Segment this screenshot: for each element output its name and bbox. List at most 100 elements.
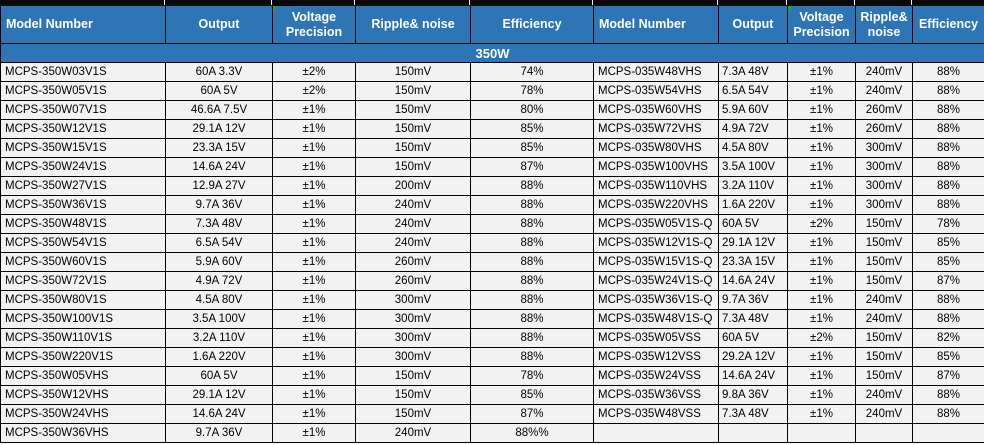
cell-voltage-precision[interactable]: ±1% <box>787 290 856 310</box>
cell-output[interactable]: 4.5A 80V <box>165 290 273 310</box>
cell-model-number[interactable]: MCPS-035W12V1S-Q <box>593 233 719 253</box>
cell-output[interactable]: 9.7A 36V <box>165 195 273 215</box>
right-col-header-model-number[interactable]: Model Number <box>593 5 719 44</box>
cell-model-number[interactable]: MCPS-350W03V1S <box>0 62 166 82</box>
cell-ripple-noise[interactable]: 150mV <box>355 404 471 424</box>
left-col-header-efficiency[interactable]: Efficiency <box>470 5 594 44</box>
cell-model-number[interactable]: MCPS-350W12VHS <box>0 385 166 405</box>
cell-voltage-precision[interactable]: ±1% <box>272 233 356 253</box>
cell-output[interactable]: 3.5A 100V <box>718 157 788 177</box>
cell-model-number[interactable]: MCPS-350W220V1S <box>0 347 166 367</box>
cell-voltage-precision[interactable]: ±1% <box>272 328 356 348</box>
cell-efficiency[interactable]: 88% <box>470 309 594 329</box>
cell-model-number[interactable] <box>593 423 719 443</box>
cell-voltage-precision[interactable]: ±1% <box>272 157 356 177</box>
cell-ripple-noise[interactable]: 150mV <box>855 271 913 291</box>
cell-voltage-precision[interactable]: ±2% <box>787 328 856 348</box>
cell-efficiency[interactable]: 88% <box>912 119 984 139</box>
cell-output[interactable]: 6.5A 54V <box>165 233 273 253</box>
cell-output[interactable]: 1.6A 220V <box>165 347 273 367</box>
cell-output[interactable]: 6.5A 54V <box>718 81 788 101</box>
right-col-header-output[interactable]: Output <box>718 5 788 44</box>
cell-output[interactable]: 9.7A 36V <box>165 423 273 443</box>
cell-efficiency[interactable]: 88% <box>912 404 984 424</box>
cell-model-number[interactable]: MCPS-350W24VHS <box>0 404 166 424</box>
cell-efficiency[interactable]: 88% <box>912 176 984 196</box>
cell-model-number[interactable]: MCPS-350W15V1S <box>0 138 166 158</box>
cell-voltage-precision[interactable]: ±1% <box>272 214 356 234</box>
cell-ripple-noise[interactable]: 240mV <box>855 385 913 405</box>
cell-ripple-noise[interactable]: 240mV <box>855 290 913 310</box>
cell-efficiency[interactable]: 85% <box>912 252 984 272</box>
cell-output[interactable]: 9.7A 36V <box>718 290 788 310</box>
cell-efficiency[interactable]: 74% <box>470 62 594 82</box>
cell-efficiency[interactable]: 88% <box>912 138 984 158</box>
left-col-header-ripple-noise[interactable]: Ripple& noise <box>355 5 471 44</box>
cell-voltage-precision[interactable]: ±2% <box>272 62 356 82</box>
cell-voltage-precision[interactable]: ±2% <box>272 81 356 101</box>
cell-output[interactable]: 4.9A 72V <box>165 271 273 291</box>
cell-model-number[interactable]: MCPS-035W05V1S-Q <box>593 214 719 234</box>
left-col-header-model-number[interactable]: Model Number <box>0 5 166 44</box>
cell-efficiency[interactable] <box>912 423 984 443</box>
cell-voltage-precision[interactable]: ±1% <box>787 195 856 215</box>
cell-voltage-precision[interactable]: ±1% <box>272 119 356 139</box>
cell-voltage-precision[interactable]: ±2% <box>787 214 856 234</box>
cell-ripple-noise[interactable]: 150mV <box>355 62 471 82</box>
cell-model-number[interactable]: MCPS-350W54V1S <box>0 233 166 253</box>
cell-ripple-noise[interactable]: 150mV <box>855 328 913 348</box>
cell-model-number[interactable]: MCPS-035W48VHS <box>593 62 719 82</box>
cell-efficiency[interactable]: 88% <box>470 176 594 196</box>
cell-model-number[interactable]: MCPS-035W36VSS <box>593 385 719 405</box>
cell-ripple-noise[interactable]: 150mV <box>855 214 913 234</box>
cell-output[interactable]: 4.5A 80V <box>718 138 788 158</box>
cell-efficiency[interactable]: 87% <box>470 157 594 177</box>
cell-voltage-precision[interactable]: ±1% <box>272 195 356 215</box>
cell-output[interactable]: 23.3A 15V <box>165 138 273 158</box>
cell-model-number[interactable]: MCPS-350W36V1S <box>0 195 166 215</box>
cell-output[interactable]: 4.9A 72V <box>718 119 788 139</box>
cell-output[interactable]: 46.6A 7.5V <box>165 100 273 120</box>
cell-model-number[interactable]: MCPS-035W100VHS <box>593 157 719 177</box>
cell-efficiency[interactable]: 88%% <box>470 423 594 443</box>
wattage-banner[interactable]: 350W <box>0 43 984 63</box>
cell-output[interactable]: 14.6A 24V <box>165 404 273 424</box>
cell-output[interactable]: 60A 5V <box>718 214 788 234</box>
cell-output[interactable]: 14.6A 24V <box>718 271 788 291</box>
cell-voltage-precision[interactable]: ±1% <box>787 233 856 253</box>
cell-ripple-noise[interactable]: 150mV <box>355 138 471 158</box>
cell-ripple-noise[interactable]: 300mV <box>855 157 913 177</box>
cell-output[interactable]: 29.1A 12V <box>718 233 788 253</box>
cell-voltage-precision[interactable]: ±1% <box>787 385 856 405</box>
cell-voltage-precision[interactable]: ±1% <box>787 157 856 177</box>
cell-efficiency[interactable]: 87% <box>912 366 984 386</box>
cell-output[interactable]: 3.5A 100V <box>165 309 273 329</box>
cell-output[interactable]: 23.3A 15V <box>718 252 788 272</box>
cell-voltage-precision[interactable]: ±1% <box>787 100 856 120</box>
cell-voltage-precision[interactable]: ±1% <box>272 385 356 405</box>
cell-model-number[interactable]: MCPS-035W05VSS <box>593 328 719 348</box>
right-col-header-voltage-precision[interactable]: Voltage Precision <box>787 5 856 44</box>
cell-model-number[interactable]: MCPS-350W80V1S <box>0 290 166 310</box>
cell-efficiency[interactable]: 88% <box>470 347 594 367</box>
cell-voltage-precision[interactable]: ±1% <box>787 119 856 139</box>
right-col-header-efficiency[interactable]: Efficiency <box>912 5 984 44</box>
cell-efficiency[interactable]: 88% <box>470 214 594 234</box>
cell-output[interactable]: 29.1A 12V <box>165 119 273 139</box>
cell-output[interactable]: 14.6A 24V <box>718 366 788 386</box>
cell-efficiency[interactable]: 88% <box>912 81 984 101</box>
cell-voltage-precision[interactable]: ±1% <box>272 176 356 196</box>
cell-efficiency[interactable]: 88% <box>470 328 594 348</box>
cell-voltage-precision[interactable]: ±1% <box>272 347 356 367</box>
cell-efficiency[interactable]: 88% <box>470 233 594 253</box>
cell-model-number[interactable]: MCPS-035W12VSS <box>593 347 719 367</box>
cell-output[interactable]: 60A 5V <box>718 328 788 348</box>
cell-output[interactable] <box>718 423 788 443</box>
cell-model-number[interactable]: MCPS-035W220VHS <box>593 195 719 215</box>
cell-ripple-noise[interactable]: 150mV <box>355 100 471 120</box>
cell-output[interactable]: 60A 5V <box>165 366 273 386</box>
cell-ripple-noise[interactable]: 300mV <box>355 290 471 310</box>
cell-ripple-noise[interactable]: 240mV <box>855 62 913 82</box>
cell-model-number[interactable]: MCPS-350W27V1S <box>0 176 166 196</box>
cell-model-number[interactable]: MCPS-350W48V1S <box>0 214 166 234</box>
